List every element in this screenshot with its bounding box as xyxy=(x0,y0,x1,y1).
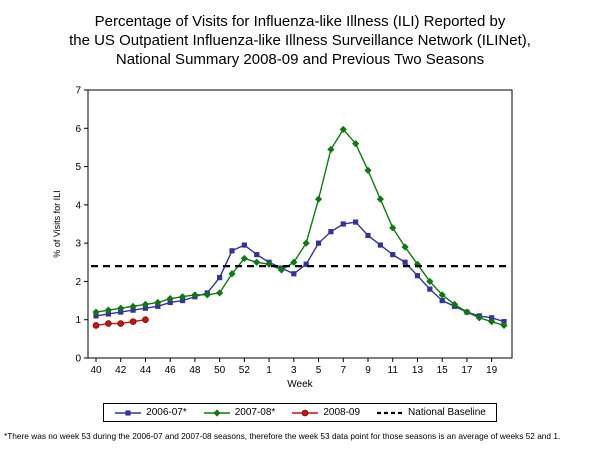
x-tick-label: 9 xyxy=(365,365,371,376)
circle-marker-swatch-icon xyxy=(292,409,319,416)
chart-title: Percentage of Visits for Influenza-like … xyxy=(0,12,600,69)
dashed-line-swatch-icon xyxy=(377,411,404,414)
legend-item-2007-08-: 2007-08* xyxy=(203,407,276,418)
legend: 2006-07* 2007-08* 2008-09 National Baseline xyxy=(0,403,600,422)
chart-title-line-3: National Summary 2008-09 and Previous Tw… xyxy=(115,51,485,69)
legend-item-national-baseline: National Baseline xyxy=(376,407,486,418)
x-tick-label: 42 xyxy=(115,365,127,376)
square-marker-swatch-icon xyxy=(115,409,142,416)
diamond-marker-swatch-icon xyxy=(203,408,230,417)
x-tick-label: 3 xyxy=(291,365,297,376)
x-axis-title: Week xyxy=(287,379,313,390)
y-tick-label: 7 xyxy=(75,86,81,97)
legend-label: 2007-08* xyxy=(234,407,276,418)
x-tick-label: 7 xyxy=(340,365,346,376)
x-tick-label: 5 xyxy=(316,365,322,376)
y-tick-label: 6 xyxy=(75,124,81,135)
y-axis: 0 1 2 3 4 5 6 7 % of Visits for ILI xyxy=(52,86,88,365)
legend-label: National Baseline xyxy=(408,407,486,418)
x-tick-label: 19 xyxy=(486,365,498,376)
series-2008-09 xyxy=(92,316,149,329)
y-tick-label: 4 xyxy=(75,200,81,211)
plot-area xyxy=(87,89,513,359)
x-tick-label: 52 xyxy=(239,365,251,376)
x-tick-label: 17 xyxy=(461,365,473,376)
y-tick-label: 3 xyxy=(75,239,81,250)
legend-label: 2006-07* xyxy=(146,407,187,418)
y-tick-label: 0 xyxy=(75,354,81,365)
x-tick-label: 15 xyxy=(437,365,449,376)
y-tick-label: 5 xyxy=(75,162,81,173)
chart-title-line-1: Percentage of Visits for Influenza-like … xyxy=(94,13,506,30)
y-axis-title: % of Visits for ILI xyxy=(52,190,62,257)
x-tick-label: 46 xyxy=(165,365,177,376)
y-tick-label: 2 xyxy=(75,277,81,288)
y-tick-label: 1 xyxy=(75,315,81,326)
x-tick-label: 50 xyxy=(214,365,226,376)
legend-label: 2008-09 xyxy=(323,407,361,418)
x-tick-label: 11 xyxy=(388,365,399,376)
legend-item-2006-07-: 2006-07* xyxy=(114,407,187,418)
x-tick-label: 44 xyxy=(140,365,152,376)
legend-box: 2006-07* 2007-08* 2008-09 National Baseline xyxy=(103,403,497,422)
ili-line-chart: 0 1 2 3 4 5 6 7 % of Visits for ILI 40 42 44 46 48 50 5… xyxy=(52,86,513,390)
chart-title-line-2: the US Outpatient Influenza-like Illness… xyxy=(69,32,531,50)
footnote: *There was no week 53 during the 2006-07… xyxy=(4,431,561,441)
x-tick-label: 48 xyxy=(189,365,201,376)
legend-item-2008-09: 2008-09 xyxy=(291,407,360,418)
x-tick-label: 1 xyxy=(266,365,272,376)
x-tick-label: 40 xyxy=(90,365,102,376)
x-tick-label: 13 xyxy=(412,365,424,376)
